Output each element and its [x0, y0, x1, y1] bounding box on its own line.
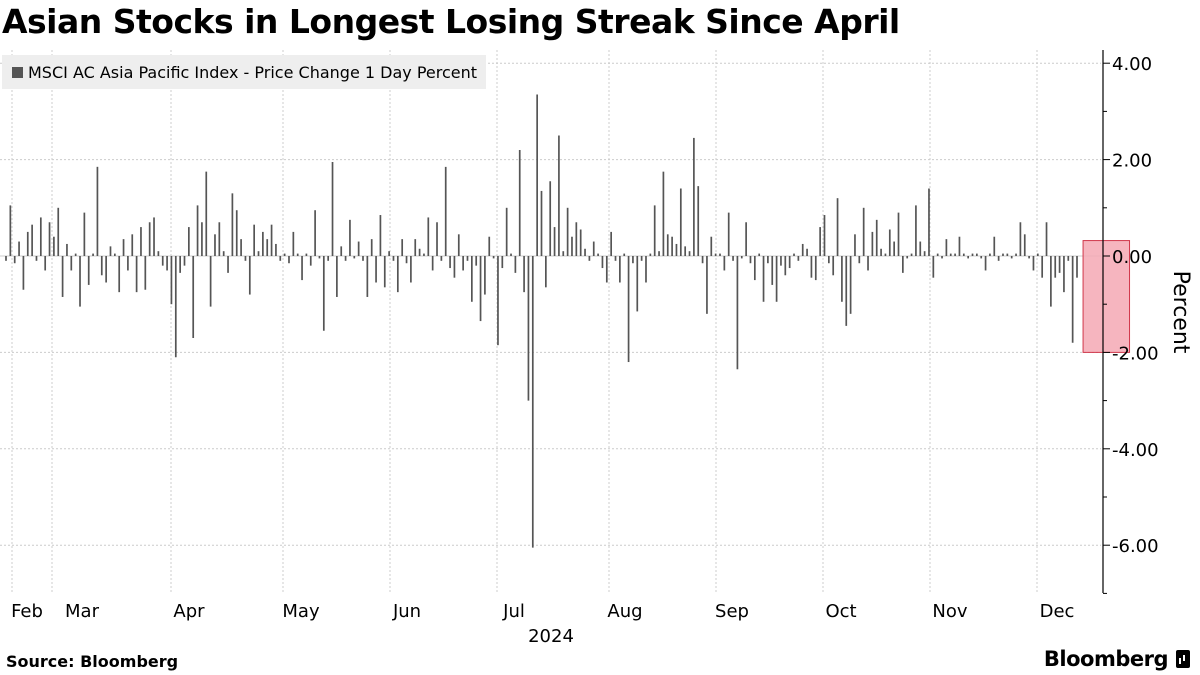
bar-chart-icon — [1176, 650, 1190, 668]
x-tick-label: Jul — [502, 601, 525, 622]
brand-logo: Bloomberg — [1044, 647, 1190, 671]
bar-series — [5, 94, 1078, 548]
y-axis-title: Percent — [1168, 271, 1193, 354]
x-tick-label: Aug — [607, 601, 642, 622]
y-axis: 4.00 2.00 0.00 -2.00 -4.00 -6.00 — [1102, 50, 1159, 594]
y-tick-label: 4.00 — [1112, 54, 1152, 75]
y-tick-label: -4.00 — [1112, 440, 1159, 461]
legend-swatch — [12, 66, 23, 78]
legend-label: MSCI AC Asia Pacific Index - Price Chang… — [28, 62, 478, 82]
x-axis-labels: Feb Mar Apr May Jun Jul Aug Sep Oct Nov Dec — [11, 601, 1074, 622]
x-tick-label: Oct — [825, 601, 856, 622]
year-label: 2024 — [528, 626, 574, 647]
source-note: Source: Bloomberg — [6, 652, 179, 671]
x-tick-label: May — [282, 601, 320, 622]
y-tick-label: -6.00 — [1112, 536, 1159, 557]
brand-name: Bloomberg — [1043, 647, 1169, 671]
legend: MSCI AC Asia Pacific Index - Price Chang… — [2, 55, 487, 89]
x-tick-label: Sep — [715, 601, 749, 622]
chart-title: Asian Stocks in Longest Losing Streak Si… — [2, 2, 900, 41]
grid-lines — [0, 50, 1101, 593]
y-tick-label: 2.00 — [1112, 151, 1152, 172]
x-tick-label: Feb — [11, 601, 43, 622]
y-tick-label: 0.00 — [1112, 247, 1152, 268]
x-tick-label: Jun — [392, 601, 421, 622]
x-tick-label: Nov — [932, 601, 967, 622]
x-tick-label: Apr — [173, 601, 205, 622]
y-tick-label: -2.00 — [1112, 343, 1159, 364]
x-tick-label: Mar — [65, 601, 100, 622]
x-tick-label: Dec — [1040, 601, 1075, 622]
